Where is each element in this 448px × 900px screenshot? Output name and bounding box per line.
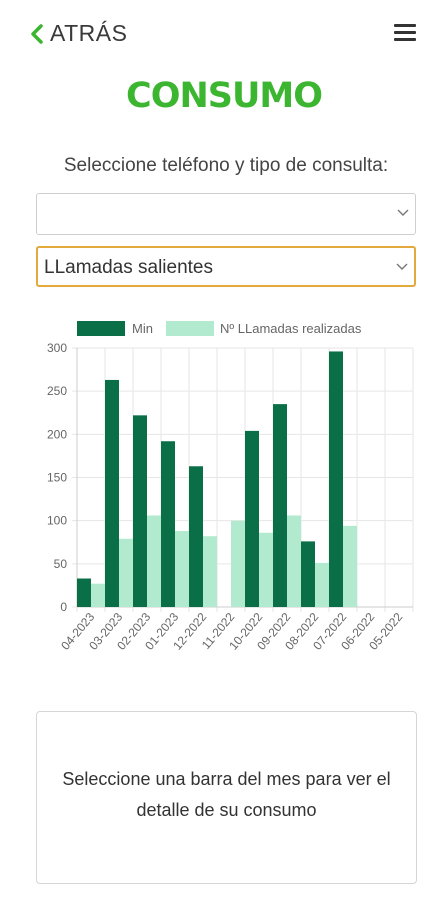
y-tick-label: 0 [60,600,67,614]
legend-swatch-calls [166,321,214,336]
bar-min[interactable] [301,541,315,607]
info-box: Seleccione una barra del mes para ver el… [36,711,417,884]
bar-min[interactable] [133,415,147,607]
query-type-value: LLamadas salientes [44,257,213,278]
bar-min[interactable] [189,466,203,607]
y-tick-label: 250 [47,384,67,398]
legend-label-calls: Nº LLamadas realizadas [220,321,362,336]
bar-min[interactable] [245,430,259,607]
back-button[interactable]: ATRÁS [30,20,127,47]
y-tick-label: 150 [47,471,67,485]
legend-label-min: Min [132,321,153,336]
bar-calls[interactable] [91,583,105,607]
bar-calls[interactable] [315,562,329,607]
hamburger-menu-icon[interactable] [394,24,416,42]
top-bar: ATRÁS [0,0,448,70]
chevron-down-icon [396,263,408,270]
back-label: ATRÁS [50,20,128,46]
y-tick-label: 50 [54,557,68,571]
page-title: CONSUMO [126,76,323,116]
bar-calls[interactable] [175,531,189,607]
bar-min[interactable] [105,379,119,607]
bar-min[interactable] [273,404,287,607]
instruction-text: Seleccione teléfono y tipo de consulta: [63,155,389,176]
bar-min[interactable] [161,441,175,607]
consumption-chart: 05010015020025030004-202303-202302-20230… [47,321,414,653]
chevron-down-icon [397,209,409,216]
bar-min[interactable] [329,351,343,607]
legend-swatch-min [77,321,125,336]
info-message: Seleccione una barra del mes para ver el… [62,769,391,820]
query-type-select[interactable]: LLamadas salientes [36,246,416,287]
y-tick-label: 100 [47,514,67,528]
bar-calls[interactable] [259,532,273,607]
bar-calls[interactable] [287,515,301,607]
y-tick-label: 300 [47,341,67,355]
y-tick-label: 200 [47,427,67,441]
phone-select[interactable] [36,193,416,235]
bar-calls[interactable] [203,536,217,607]
bar-calls[interactable] [119,538,133,607]
bar-calls[interactable] [231,520,245,607]
bar-min[interactable] [77,578,91,607]
bar-calls[interactable] [147,515,161,607]
chevron-left-icon [31,23,43,44]
bar-calls[interactable] [343,525,357,607]
